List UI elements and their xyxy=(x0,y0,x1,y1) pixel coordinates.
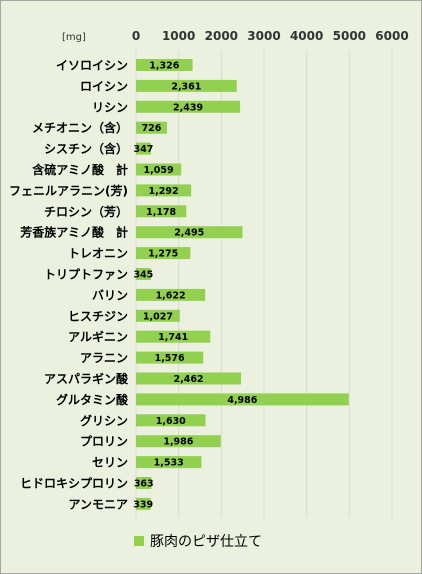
data-label: 363 xyxy=(134,479,154,490)
category-label: ヒスチジン xyxy=(68,309,128,323)
category-label: グルタミン酸 xyxy=(56,392,129,407)
category-label: アルギニン xyxy=(68,329,128,344)
category-label: グリシン xyxy=(80,413,128,428)
data-labels: 1,326 2,361 2,439 726 347 1,059 1,292 1,178 2,49… xyxy=(133,61,257,511)
category-label: フェニルアラニン(芳) xyxy=(9,183,128,198)
category-label: ロイシン xyxy=(80,79,128,93)
data-label: 2,462 xyxy=(173,374,203,385)
bar xyxy=(136,100,241,113)
data-label: 1,027 xyxy=(143,311,173,322)
bar xyxy=(136,330,211,343)
legend: 豚肉のピザ仕立て xyxy=(134,534,262,550)
category-label: ヒドロキシプロリン xyxy=(20,476,128,491)
x-axis-ticks: 0 1000 2000 3000 4000 5000 6000 xyxy=(132,29,409,43)
bar xyxy=(136,142,151,155)
data-label: 1,326 xyxy=(149,61,179,72)
category-label: アンモニア xyxy=(68,497,128,511)
data-label: 1,275 xyxy=(148,249,178,260)
legend-swatch xyxy=(134,536,144,546)
data-label: 2,439 xyxy=(173,102,203,113)
data-label: 1,630 xyxy=(156,416,186,427)
bar xyxy=(136,288,206,301)
x-tick-label: 4000 xyxy=(290,29,323,43)
bar xyxy=(136,79,237,92)
data-label: 1,178 xyxy=(146,207,176,218)
bar xyxy=(136,163,182,176)
data-label: 1,292 xyxy=(149,186,179,197)
x-tick-label: 3000 xyxy=(247,29,280,43)
data-label: 1,059 xyxy=(144,165,174,176)
category-label: チロシン（芳） xyxy=(44,204,128,219)
data-label: 339 xyxy=(133,499,153,510)
bar xyxy=(136,205,187,218)
category-label: イソロイシン xyxy=(56,59,128,73)
data-label: 2,361 xyxy=(171,81,201,92)
bar xyxy=(136,414,206,427)
bar xyxy=(136,59,193,71)
category-label: シスチン（含） xyxy=(44,141,128,156)
category-label: メチオニン（含） xyxy=(32,120,128,135)
category-label: トレオニン xyxy=(68,247,128,261)
data-label: 1,986 xyxy=(163,437,193,448)
bar xyxy=(136,121,167,134)
x-tick-label: 2000 xyxy=(205,29,238,43)
data-label: 4,986 xyxy=(227,395,257,406)
category-label: リシン xyxy=(92,100,128,114)
data-label: 347 xyxy=(133,144,153,155)
category-label: バリン xyxy=(92,288,128,302)
bar xyxy=(136,268,151,280)
category-label: プロリン xyxy=(80,434,128,449)
data-label: 345 xyxy=(133,270,153,281)
bar xyxy=(136,456,202,469)
x-tick-label: 6000 xyxy=(375,29,408,43)
data-label: 2,495 xyxy=(174,228,204,239)
bar xyxy=(136,184,192,197)
bar xyxy=(136,309,180,322)
bar xyxy=(136,226,243,239)
data-label: 1,622 xyxy=(156,290,186,301)
bar xyxy=(136,477,152,489)
category-label: 芳香族アミノ酸 計 xyxy=(20,225,128,240)
category-label: アラニン xyxy=(80,351,128,365)
category-label: トリプトファン xyxy=(44,267,128,282)
bar xyxy=(136,372,242,385)
x-tick-label: 5000 xyxy=(333,29,366,43)
legend-label: 豚肉のピザ仕立て xyxy=(150,534,262,550)
bar xyxy=(136,247,191,260)
category-label: セリン xyxy=(92,456,128,470)
x-tick-label: 1000 xyxy=(162,29,195,43)
bar xyxy=(136,435,221,448)
unit-label: [mg] xyxy=(62,32,86,43)
category-label: アスパラギン酸 xyxy=(44,371,129,386)
bar xyxy=(136,497,151,510)
bar xyxy=(136,351,204,364)
bars xyxy=(136,59,349,510)
data-label: 1,533 xyxy=(154,458,184,469)
bar xyxy=(136,393,349,406)
data-label: 726 xyxy=(142,123,162,134)
data-label: 1,576 xyxy=(155,353,185,364)
category-label: 含硫アミノ酸 計 xyxy=(32,162,128,177)
data-label: 1,741 xyxy=(158,332,188,343)
x-tick-label: 0 xyxy=(132,29,140,43)
